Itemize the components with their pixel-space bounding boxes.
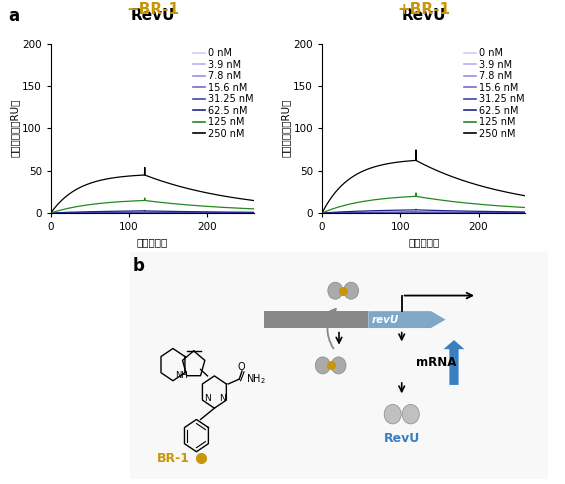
X-axis label: 時間（秒）: 時間（秒） — [137, 238, 168, 247]
Text: b: b — [133, 257, 145, 274]
Text: revU: revU — [371, 315, 399, 325]
X-axis label: 時間（秒）: 時間（秒） — [408, 238, 440, 247]
FancyArrow shape — [368, 311, 446, 328]
Text: BR-1: BR-1 — [157, 452, 189, 465]
Y-axis label: レスポンス（RU）: レスポンス（RU） — [9, 99, 19, 157]
Y-axis label: レスポンス（RU）: レスポンス（RU） — [280, 99, 290, 157]
Text: −BR-1: −BR-1 — [126, 2, 179, 17]
FancyArrow shape — [444, 340, 464, 385]
Text: RevU: RevU — [402, 8, 446, 23]
Ellipse shape — [328, 282, 343, 299]
Text: RevU: RevU — [131, 8, 175, 23]
Ellipse shape — [402, 405, 419, 424]
Ellipse shape — [315, 357, 330, 374]
Text: NH$_2$: NH$_2$ — [246, 372, 266, 386]
FancyBboxPatch shape — [264, 311, 368, 328]
Ellipse shape — [344, 282, 359, 299]
Text: O: O — [237, 362, 245, 372]
Ellipse shape — [331, 357, 346, 374]
Text: N: N — [204, 394, 211, 403]
Ellipse shape — [384, 405, 401, 424]
Text: N: N — [219, 394, 226, 403]
Legend: 0 nM, 3.9 nM, 7.8 nM, 15.6 nM, 31.25 nM, 62.5 nM, 125 nM, 250 nM: 0 nM, 3.9 nM, 7.8 nM, 15.6 nM, 31.25 nM,… — [464, 48, 525, 138]
FancyBboxPatch shape — [126, 250, 552, 481]
Text: mRNA: mRNA — [416, 356, 457, 369]
Legend: 0 nM, 3.9 nM, 7.8 nM, 15.6 nM, 31.25 nM, 62.5 nM, 125 nM, 250 nM: 0 nM, 3.9 nM, 7.8 nM, 15.6 nM, 31.25 nM,… — [193, 48, 254, 138]
Text: a: a — [8, 7, 20, 25]
Text: RevU: RevU — [384, 432, 420, 445]
Text: NH: NH — [175, 371, 188, 379]
Text: +BR-1: +BR-1 — [397, 2, 450, 17]
